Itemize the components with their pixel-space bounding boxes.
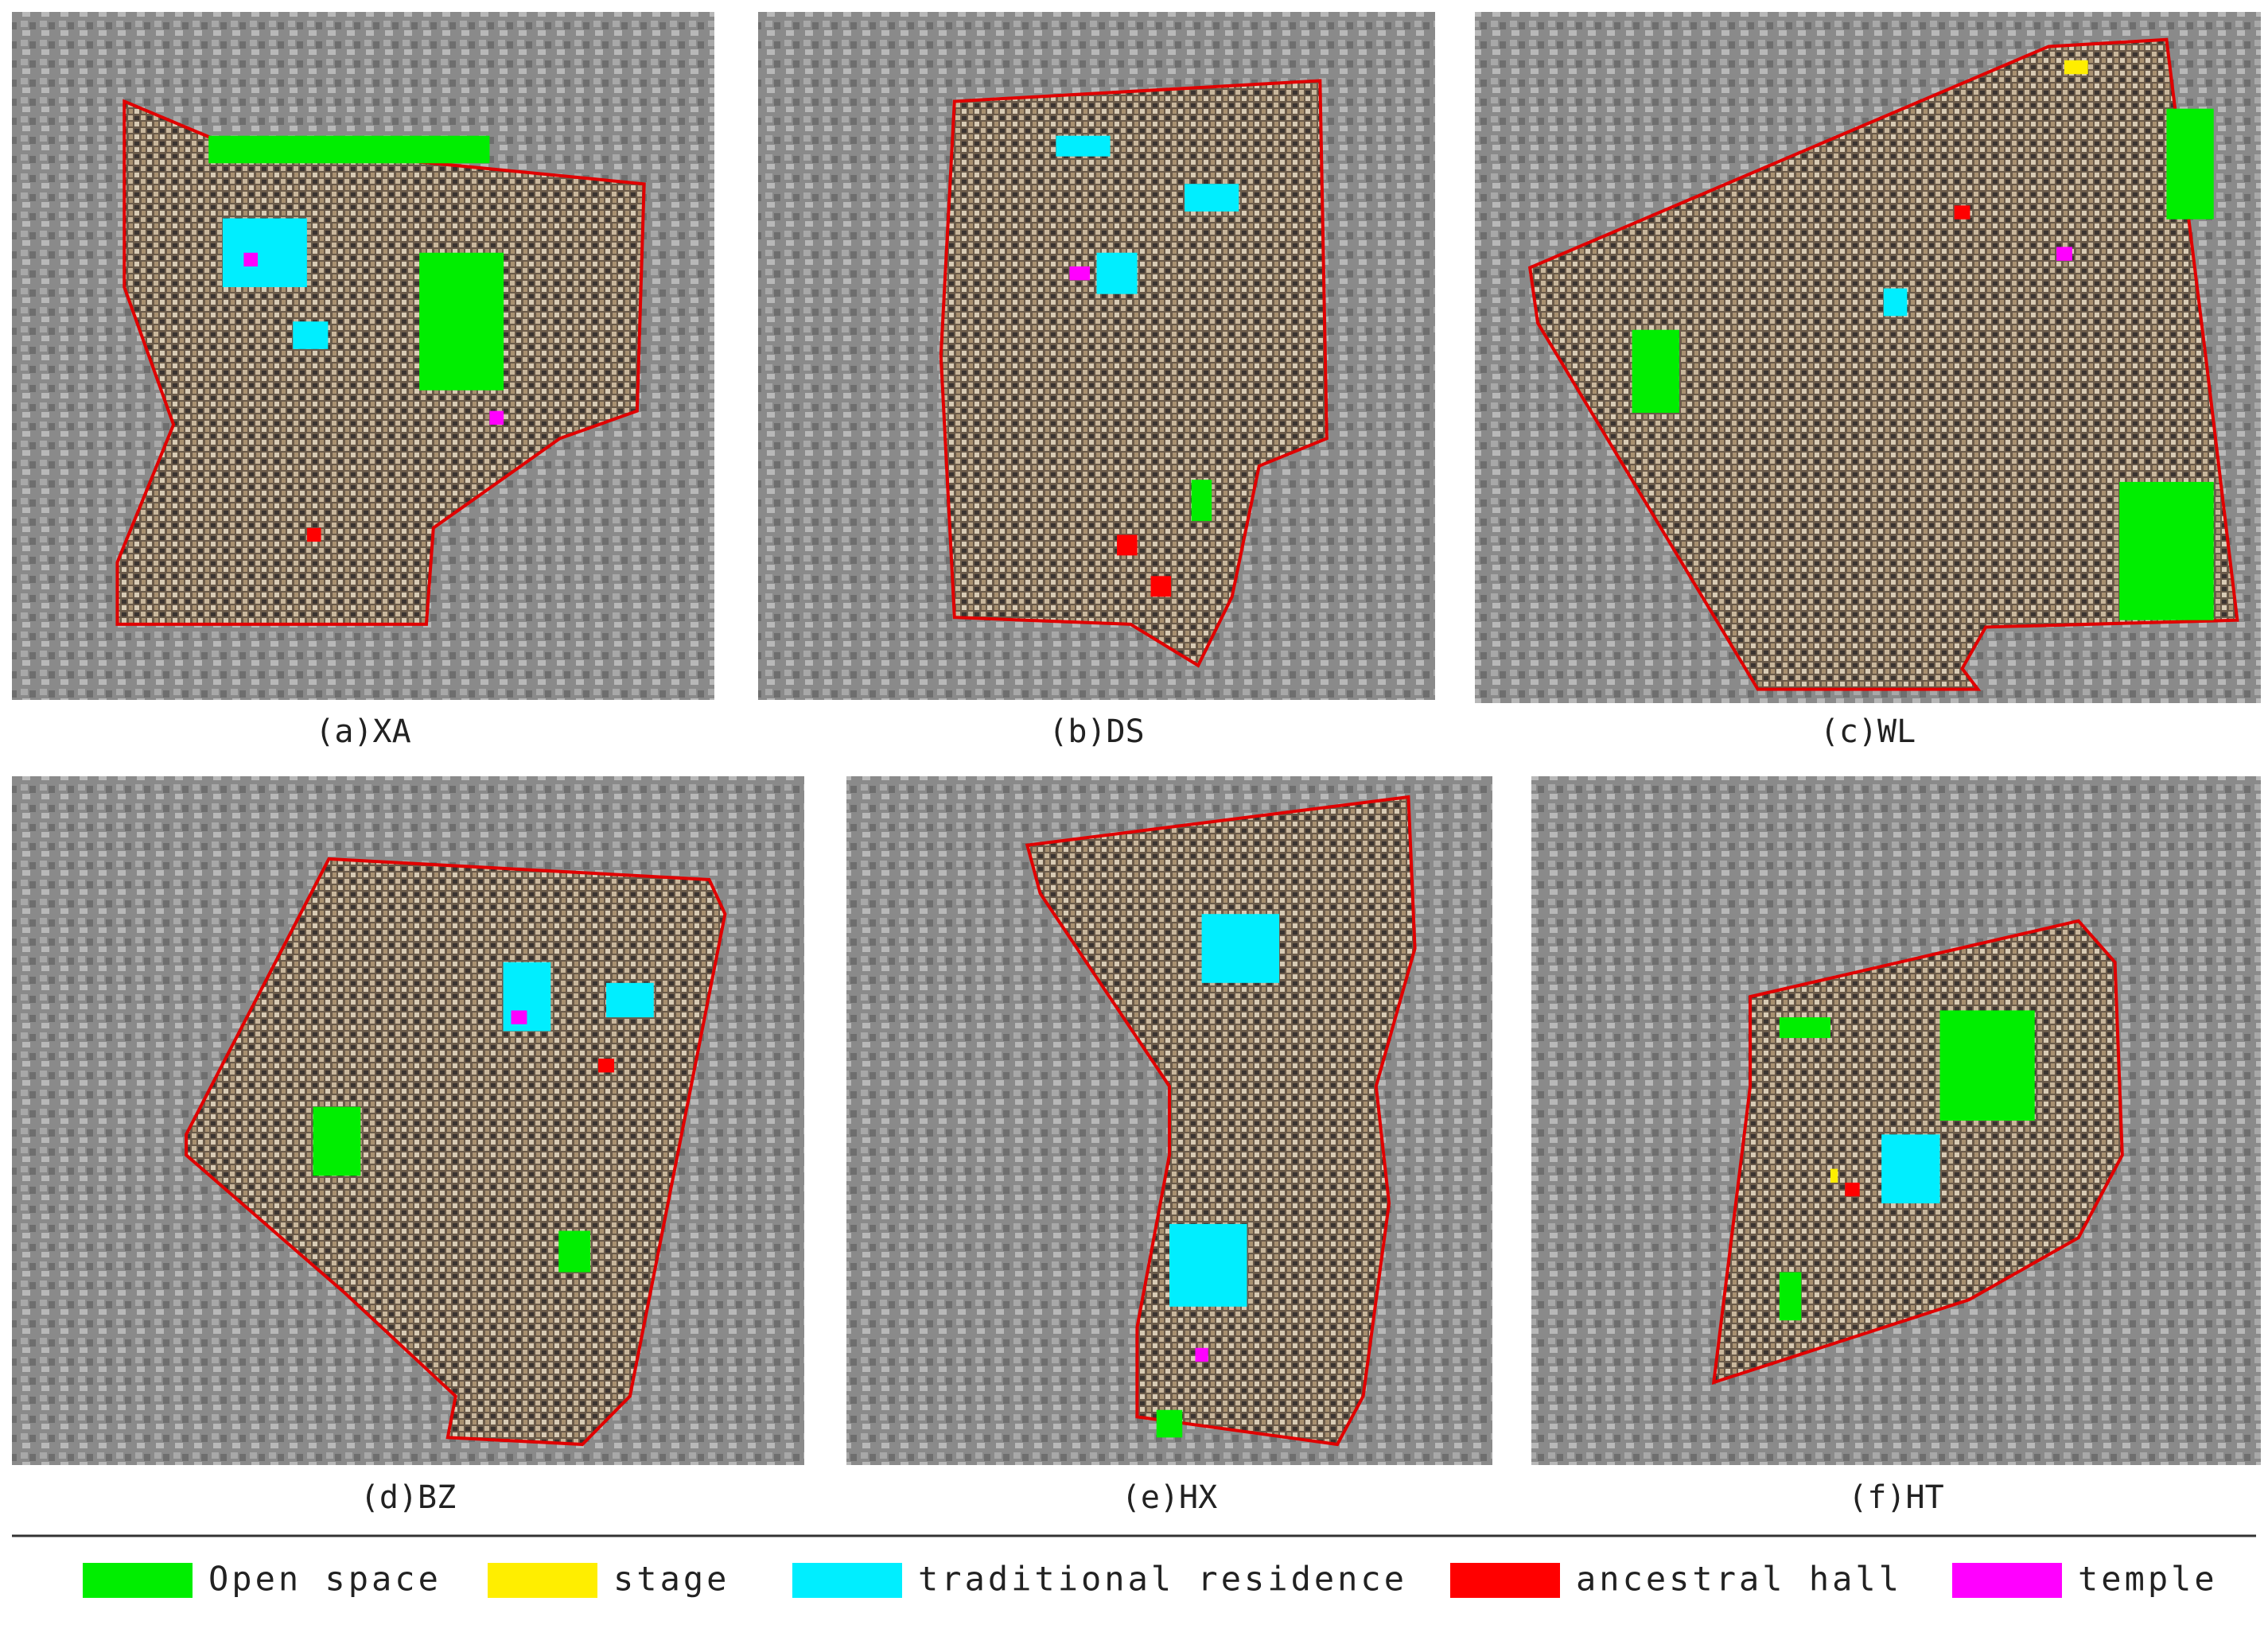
land-use-patch [1954,205,1970,220]
legend-label: Open space [208,1560,442,1599]
map-panel [12,776,804,1465]
land-use-patch [1201,914,1280,983]
land-use-patch [1169,1223,1247,1307]
legend-label: temple [2078,1560,2218,1599]
legend-swatch [83,1563,193,1598]
legend-swatch [488,1563,597,1598]
panel-label: (c)WL [1820,713,1916,750]
land-use-patch [1779,1017,1830,1039]
village-area [939,79,1329,668]
land-use-patch [1830,1168,1838,1183]
land-use-patch [293,321,329,349]
village-area [1025,795,1417,1447]
land-use-patch [1096,252,1138,294]
land-use-patch [2056,247,2072,261]
land-use-patch [606,982,654,1018]
land-use-patch [222,218,307,287]
legend-label: ancestral hall [1576,1560,1902,1599]
panel-label: (a)XA [315,713,410,750]
legend-label: stage [613,1560,729,1599]
land-use-patch [1056,135,1111,157]
land-use-patch [313,1106,361,1176]
land-use-patch [1939,1010,2035,1121]
land-use-patch [2064,60,2088,75]
land-use-patch [1185,184,1239,212]
panel-label: (d)BZ [360,1479,456,1516]
land-use-patch [1195,1347,1208,1362]
land-use-patch [1191,480,1212,522]
land-use-patch [598,1059,614,1073]
land-use-patch [1632,329,1679,414]
land-use-patch [1156,1409,1183,1438]
land-use-patch [1845,1182,1860,1197]
legend-label: traditional residence [918,1560,1407,1599]
map-panel [846,776,1492,1465]
land-use-patch [1881,1134,1940,1203]
panel-label: (b)DS [1048,713,1144,750]
land-use-patch [1117,534,1138,556]
village-area [1527,37,2239,691]
land-use-patch [558,1230,591,1273]
land-use-patch [306,527,321,542]
land-use-patch [511,1010,527,1024]
land-use-patch [208,135,490,164]
village-area [185,857,727,1447]
panel-label: (f)HT [1848,1479,1943,1516]
legend-swatch [1952,1563,2062,1598]
land-use-patch [2166,108,2214,220]
land-use-patch [1779,1272,1802,1321]
land-use-patch [1883,288,1908,317]
map-panel [12,12,714,700]
map-panel [1531,776,2261,1465]
legend-swatch [792,1563,902,1598]
land-use-patch [489,410,504,425]
panel-label: (e)HX [1122,1479,1217,1516]
legend-swatch [1450,1563,1560,1598]
land-use-patch [243,252,259,267]
land-use-patch [1069,266,1090,281]
land-use-patch [503,962,551,1032]
map-panel [1475,12,2261,703]
land-use-patch [419,252,504,391]
land-use-patch [1150,576,1172,597]
map-panel [758,12,1435,700]
land-use-patch [2119,481,2214,620]
